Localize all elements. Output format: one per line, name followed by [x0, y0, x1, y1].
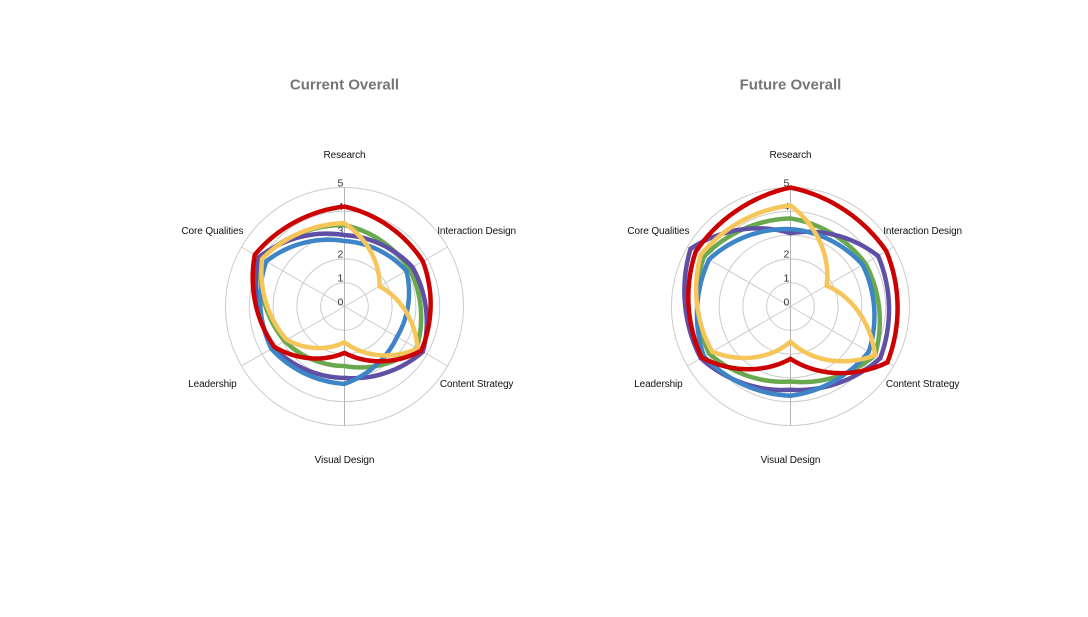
svg-text:Interaction Design: Interaction Design [437, 226, 516, 237]
svg-text:2: 2 [783, 249, 789, 261]
svg-text:Content Strategy: Content Strategy [440, 379, 514, 390]
svg-text:Interaction Design: Interaction Design [883, 226, 962, 237]
svg-text:1: 1 [783, 273, 789, 285]
svg-text:5: 5 [337, 177, 343, 189]
svg-text:Core Qualities: Core Qualities [627, 226, 689, 237]
svg-text:1: 1 [337, 273, 343, 285]
svg-text:3: 3 [337, 225, 343, 237]
svg-text:2: 2 [337, 249, 343, 261]
svg-text:Research: Research [324, 150, 366, 161]
svg-text:Visual Design: Visual Design [315, 455, 375, 466]
svg-text:Current Overall: Current Overall [290, 77, 399, 94]
svg-text:Research: Research [770, 150, 812, 161]
svg-text:Leadership: Leadership [634, 379, 683, 390]
svg-text:5: 5 [783, 177, 789, 189]
svg-text:0: 0 [337, 296, 343, 308]
svg-text:0: 0 [783, 296, 789, 308]
svg-text:Leadership: Leadership [188, 379, 237, 390]
svg-text:Content Strategy: Content Strategy [886, 379, 960, 390]
svg-text:Future Overall: Future Overall [740, 77, 842, 94]
svg-text:Visual Design: Visual Design [761, 455, 821, 466]
svg-text:Core Qualities: Core Qualities [181, 226, 243, 237]
